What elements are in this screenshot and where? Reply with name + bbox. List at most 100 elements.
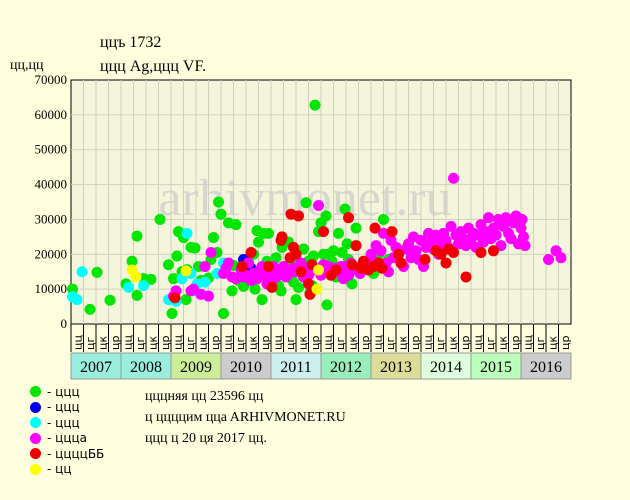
quarter-label: цк <box>546 336 559 350</box>
data-point <box>293 281 304 293</box>
y-axis-label: цц,цц <box>10 58 44 73</box>
y-tick-label: 0 <box>61 316 68 331</box>
quarter-label: цр <box>509 336 522 350</box>
y-tick-label: 30000 <box>35 211 68 226</box>
legend-label: - ццццББ <box>47 446 105 461</box>
year-label: 2008 <box>130 359 162 376</box>
legend-label: - ццц <box>47 400 80 415</box>
quarter-label: цг <box>334 337 347 350</box>
data-point <box>518 231 529 243</box>
data-point <box>311 283 323 295</box>
legend-item: - ццц <box>30 384 104 400</box>
data-point <box>71 294 83 306</box>
data-point <box>226 285 238 297</box>
data-point <box>410 245 422 257</box>
y-tick-label: 20000 <box>35 246 68 261</box>
data-point <box>350 222 362 234</box>
data-point <box>376 262 388 274</box>
data-point <box>263 227 274 239</box>
quarter-label: цк <box>496 336 509 350</box>
y-tick-label: 10000 <box>35 281 68 296</box>
data-point <box>276 231 288 243</box>
year-label: 2013 <box>380 359 412 376</box>
data-point <box>369 222 381 234</box>
legend-item: - ццц <box>30 400 104 416</box>
year-cell <box>520 352 572 380</box>
data-point <box>131 289 143 301</box>
data-point <box>145 273 157 285</box>
quarter-label: цг <box>484 337 497 350</box>
data-point <box>448 247 459 259</box>
data-point <box>321 299 333 311</box>
data-point <box>76 266 88 278</box>
data-point <box>330 264 342 276</box>
data-point <box>293 210 304 222</box>
data-point <box>358 255 369 267</box>
data-point <box>266 281 278 293</box>
quarter-label: цг <box>134 337 147 350</box>
year-cell <box>320 352 372 380</box>
legend-label: - ццц <box>47 384 80 399</box>
year-label: 2016 <box>530 359 562 376</box>
legend-item: - ццц <box>30 415 104 431</box>
quarter-label: цг <box>434 337 447 350</box>
data-point <box>490 229 502 241</box>
data-point <box>91 266 103 278</box>
data-point <box>303 278 314 290</box>
data-point <box>230 219 242 231</box>
data-point <box>168 273 179 285</box>
quarter-label: цц <box>121 335 134 350</box>
data-point <box>215 208 227 220</box>
data-point <box>378 213 389 225</box>
data-point <box>270 252 282 264</box>
quarter-label: цц <box>321 335 334 350</box>
data-point <box>393 248 404 260</box>
quarter-label: цг <box>184 337 197 350</box>
data-point <box>460 271 472 283</box>
data-point <box>555 252 567 264</box>
data-point <box>515 222 527 234</box>
year-label: 2012 <box>330 359 362 376</box>
data-point <box>163 259 174 271</box>
data-point <box>295 257 307 269</box>
data-point <box>199 260 211 272</box>
data-point <box>245 247 257 259</box>
quarter-label: цк <box>146 336 159 350</box>
data-point <box>375 245 387 257</box>
quarter-label: цц <box>521 335 534 350</box>
footer-line-avg: цццняя цц 23596 цц <box>145 389 264 404</box>
data-point <box>238 280 249 292</box>
data-point <box>350 240 362 252</box>
data-point <box>339 203 351 215</box>
quarter-label: цц <box>371 335 384 350</box>
data-point <box>208 232 219 244</box>
quarter-label: цк <box>196 336 209 350</box>
legend-label: - цц <box>47 462 72 477</box>
data-point <box>123 281 134 293</box>
data-point <box>275 285 287 297</box>
data-point <box>166 308 178 320</box>
data-point <box>154 213 166 225</box>
data-point <box>180 265 192 277</box>
quarter-label: цц <box>71 335 84 350</box>
data-point <box>313 199 324 211</box>
quarter-label: цр <box>309 336 322 350</box>
legend-item: - ццццББ <box>30 446 104 462</box>
data-point <box>181 227 193 239</box>
quarter-label: цк <box>246 336 259 350</box>
quarter-label: цк <box>96 336 109 350</box>
data-point <box>67 283 78 295</box>
data-point <box>519 240 531 252</box>
legend-dot <box>30 448 41 460</box>
data-point <box>308 250 319 262</box>
quarter-label: цр <box>359 336 372 350</box>
data-point <box>180 294 192 306</box>
year-label: 2010 <box>230 359 262 376</box>
data-point <box>448 172 459 184</box>
footer-line-date: ццц ц 20 ця 2017 цц. <box>145 431 267 446</box>
data-point <box>290 294 302 306</box>
quarter-label: цр <box>459 336 472 350</box>
data-point <box>378 227 389 239</box>
y-tick-label: 50000 <box>35 142 68 157</box>
